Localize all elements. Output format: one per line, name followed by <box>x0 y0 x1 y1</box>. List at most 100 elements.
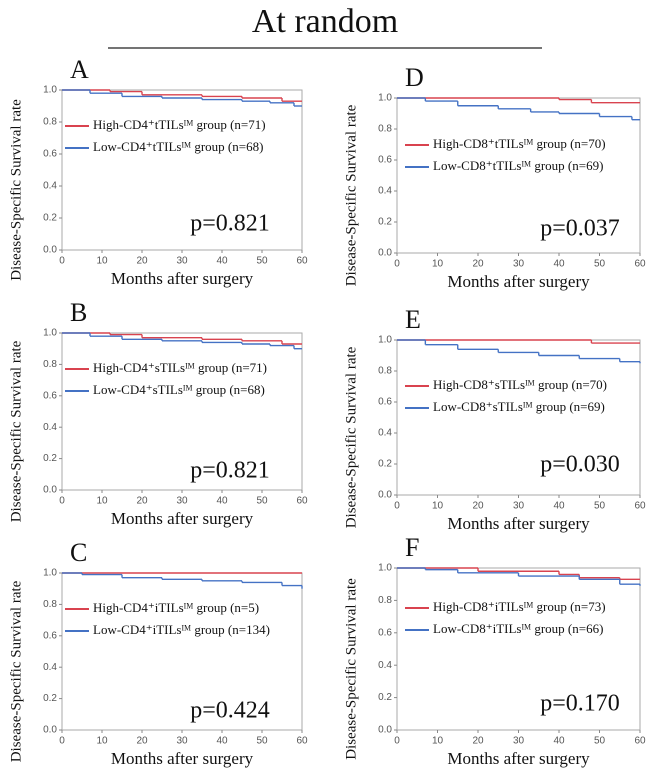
y-tick-label: 0.4 <box>43 662 57 673</box>
x-tick-label: 20 <box>472 259 484 270</box>
y-tick-label: 0.2 <box>378 459 392 470</box>
x-tick-label: 50 <box>594 501 606 512</box>
y-tick-label: 0.0 <box>43 725 57 736</box>
x-tick-label: 60 <box>634 736 646 747</box>
x-tick-label: 30 <box>513 501 525 512</box>
x-tick-label: 20 <box>136 256 148 267</box>
p-value: p=0.424 <box>190 698 270 724</box>
y-tick-label: 0.4 <box>378 428 392 439</box>
p-value: p=0.037 <box>540 216 620 242</box>
x-axis-label: Months after surgery <box>447 272 590 291</box>
legend-label: Low-CD4⁺tTILsᴵᴹ group (n=68) <box>93 139 263 154</box>
x-tick-label: 40 <box>216 736 228 747</box>
x-tick-label: 50 <box>256 736 268 747</box>
panel-label: F <box>405 533 419 562</box>
x-tick-label: 50 <box>256 496 268 507</box>
x-tick-label: 40 <box>216 496 228 507</box>
x-tick-label: 10 <box>96 496 108 507</box>
x-tick-label: 0 <box>59 496 65 507</box>
x-tick-label: 0 <box>59 256 65 267</box>
y-tick-label: 0.6 <box>378 627 392 638</box>
y-axis-label: Disease-Specific Survival rate <box>343 346 359 528</box>
panel-label: C <box>70 538 87 567</box>
y-tick-label: 0.0 <box>43 245 57 256</box>
legend-label: Low-CD8⁺sTILsᴵᴹ group (n=69) <box>433 399 605 414</box>
x-tick-label: 0 <box>59 736 65 747</box>
x-tick-label: 0 <box>394 736 400 747</box>
x-tick-label: 50 <box>256 256 268 267</box>
legend-label: High-CD8⁺tTILsᴵᴹ group (n=70) <box>433 136 606 151</box>
figure-title: At random <box>252 3 398 40</box>
x-tick-label: 30 <box>513 736 525 747</box>
y-tick-label: 0.8 <box>378 366 392 377</box>
x-tick-label: 10 <box>96 736 108 747</box>
y-tick-label: 0.2 <box>43 213 57 224</box>
y-tick-label: 0.4 <box>378 660 392 671</box>
x-tick-label: 10 <box>432 259 444 270</box>
y-tick-label: 0.2 <box>43 453 57 464</box>
x-tick-label: 10 <box>432 501 444 512</box>
legend-label: Low-CD8⁺tTILsᴵᴹ group (n=69) <box>433 158 603 173</box>
panel-label: B <box>70 298 87 327</box>
y-tick-label: 1.0 <box>378 563 392 574</box>
legend-label: High-CD4⁺sTILsᴵᴹ group (n=71) <box>93 360 267 375</box>
x-tick-label: 30 <box>176 256 188 267</box>
x-axis-label: Months after surgery <box>447 514 590 533</box>
x-tick-label: 60 <box>296 496 308 507</box>
y-tick-label: 0.2 <box>378 217 392 228</box>
x-tick-label: 20 <box>136 496 148 507</box>
legend-label: Low-CD4⁺sTILsᴵᴹ group (n=68) <box>93 382 265 397</box>
p-value: p=0.030 <box>540 452 620 478</box>
legend-label: High-CD4⁺tTILsᴵᴹ group (n=71) <box>93 117 266 132</box>
x-tick-label: 20 <box>472 501 484 512</box>
x-tick-label: 60 <box>634 501 646 512</box>
legend-label: High-CD8⁺sTILsᴵᴹ group (n=70) <box>433 377 607 392</box>
y-tick-label: 0.0 <box>378 490 392 501</box>
y-tick-label: 1.0 <box>378 93 392 104</box>
y-axis-label: Disease-Specific Survival rate <box>343 104 359 286</box>
x-tick-label: 10 <box>96 256 108 267</box>
x-tick-label: 30 <box>176 496 188 507</box>
x-tick-label: 40 <box>553 736 565 747</box>
y-tick-label: 0.6 <box>43 630 57 641</box>
y-tick-label: 0.6 <box>43 390 57 401</box>
y-tick-label: 0.6 <box>378 397 392 408</box>
y-tick-label: 0.0 <box>378 248 392 259</box>
x-axis-label: Months after surgery <box>111 749 254 768</box>
x-tick-label: 30 <box>176 736 188 747</box>
y-tick-label: 0.0 <box>43 485 57 496</box>
y-tick-label: 0.4 <box>378 186 392 197</box>
x-tick-label: 20 <box>136 736 148 747</box>
x-tick-label: 0 <box>394 501 400 512</box>
panel-label: A <box>70 55 89 84</box>
y-tick-label: 0.8 <box>378 595 392 606</box>
y-tick-label: 0.8 <box>43 117 57 128</box>
y-tick-label: 0.8 <box>43 359 57 370</box>
y-tick-label: 1.0 <box>43 85 57 96</box>
x-tick-label: 50 <box>594 736 606 747</box>
y-tick-label: 0.4 <box>43 181 57 192</box>
x-axis-label: Months after surgery <box>111 269 254 288</box>
p-value: p=0.821 <box>190 458 270 484</box>
x-tick-label: 60 <box>296 736 308 747</box>
x-tick-label: 10 <box>432 736 444 747</box>
x-tick-label: 0 <box>394 259 400 270</box>
y-tick-label: 1.0 <box>378 335 392 346</box>
x-tick-label: 20 <box>472 736 484 747</box>
y-tick-label: 0.8 <box>378 124 392 135</box>
y-tick-label: 0.6 <box>43 149 57 160</box>
legend-label: High-CD8⁺iTILsᴵᴹ group (n=73) <box>433 599 606 614</box>
x-tick-label: 40 <box>216 256 228 267</box>
y-tick-label: 0.2 <box>43 693 57 704</box>
y-tick-label: 0.4 <box>43 422 57 433</box>
y-axis-label: Disease-Specific Survival rate <box>8 580 24 762</box>
x-tick-label: 30 <box>513 259 525 270</box>
panel-label: D <box>405 63 424 92</box>
legend-label: Low-CD4⁺iTILsᴵᴹ group (n=134) <box>93 622 270 637</box>
y-tick-label: 1.0 <box>43 328 57 339</box>
x-tick-label: 40 <box>553 501 565 512</box>
x-axis-label: Months after surgery <box>447 749 590 768</box>
y-tick-label: 0.8 <box>43 599 57 610</box>
y-axis-label: Disease-Specific Survival rate <box>343 578 359 760</box>
